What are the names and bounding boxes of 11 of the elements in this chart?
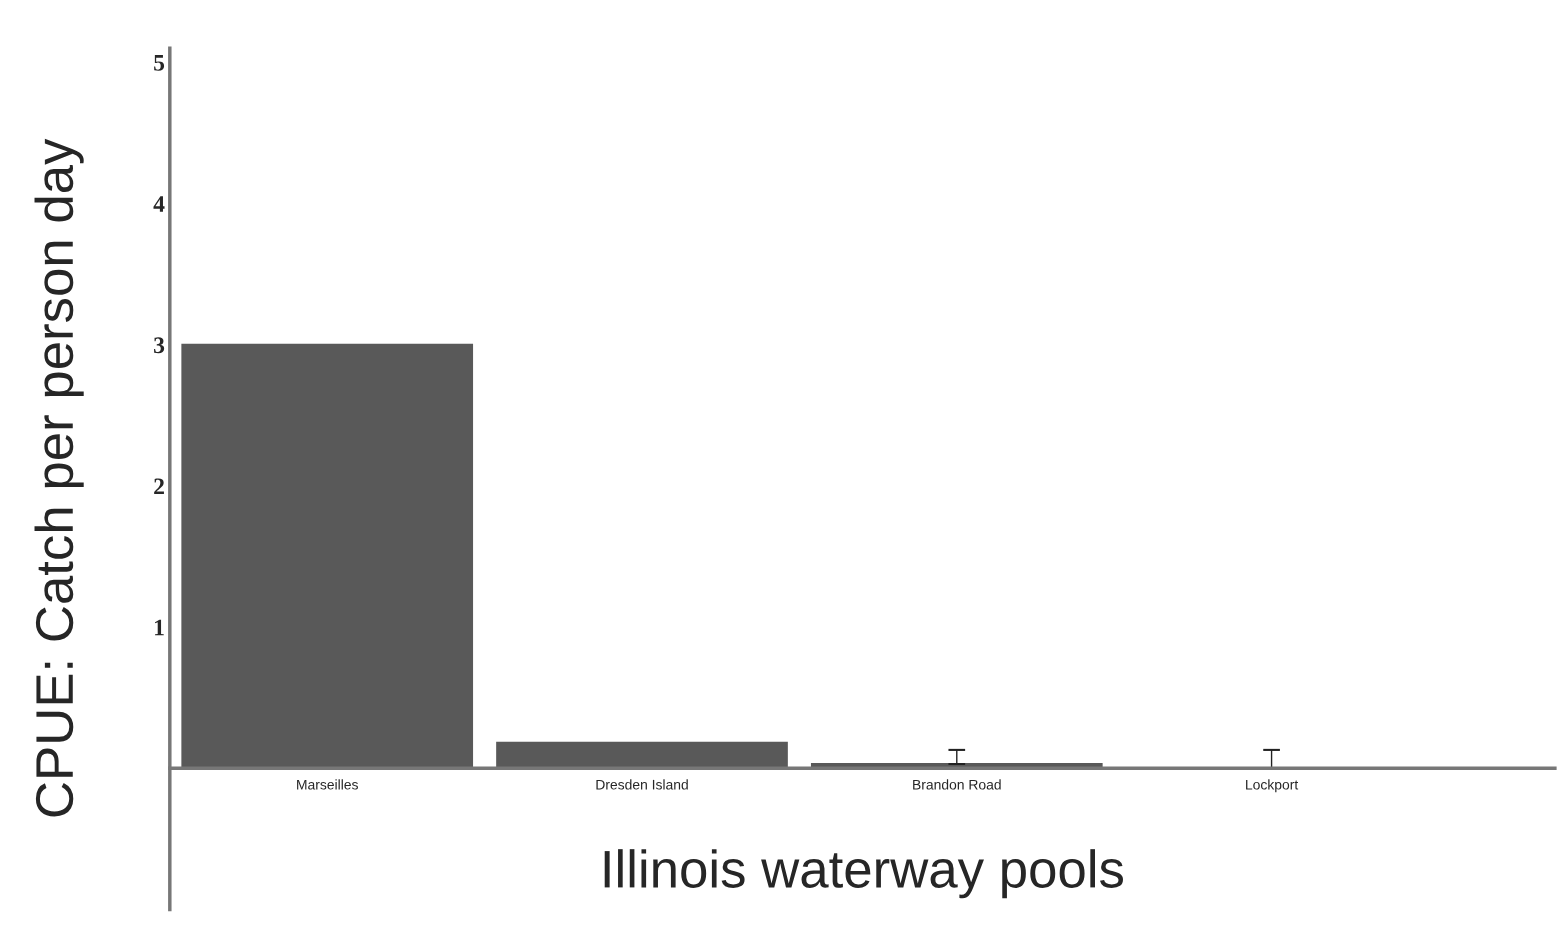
x-tick-label: Lockport	[1246, 779, 1299, 793]
y-tick-label: 1	[155, 619, 164, 636]
x-tick-label: Dresden Island	[596, 779, 688, 790]
y-tick-label: 2	[154, 478, 164, 495]
y-axis-title: CPUE: Catch per person day	[34, 138, 84, 817]
y-tick-label: 3	[154, 337, 165, 354]
y-tick-label: 4	[153, 196, 165, 212]
x-axis-title: Illinois waterway pools	[604, 849, 1123, 899]
x-tick-label: Marseilles	[297, 779, 358, 790]
x-tick-label: Brandon Road	[913, 779, 1001, 790]
y-tick-label: 5	[154, 55, 165, 71]
